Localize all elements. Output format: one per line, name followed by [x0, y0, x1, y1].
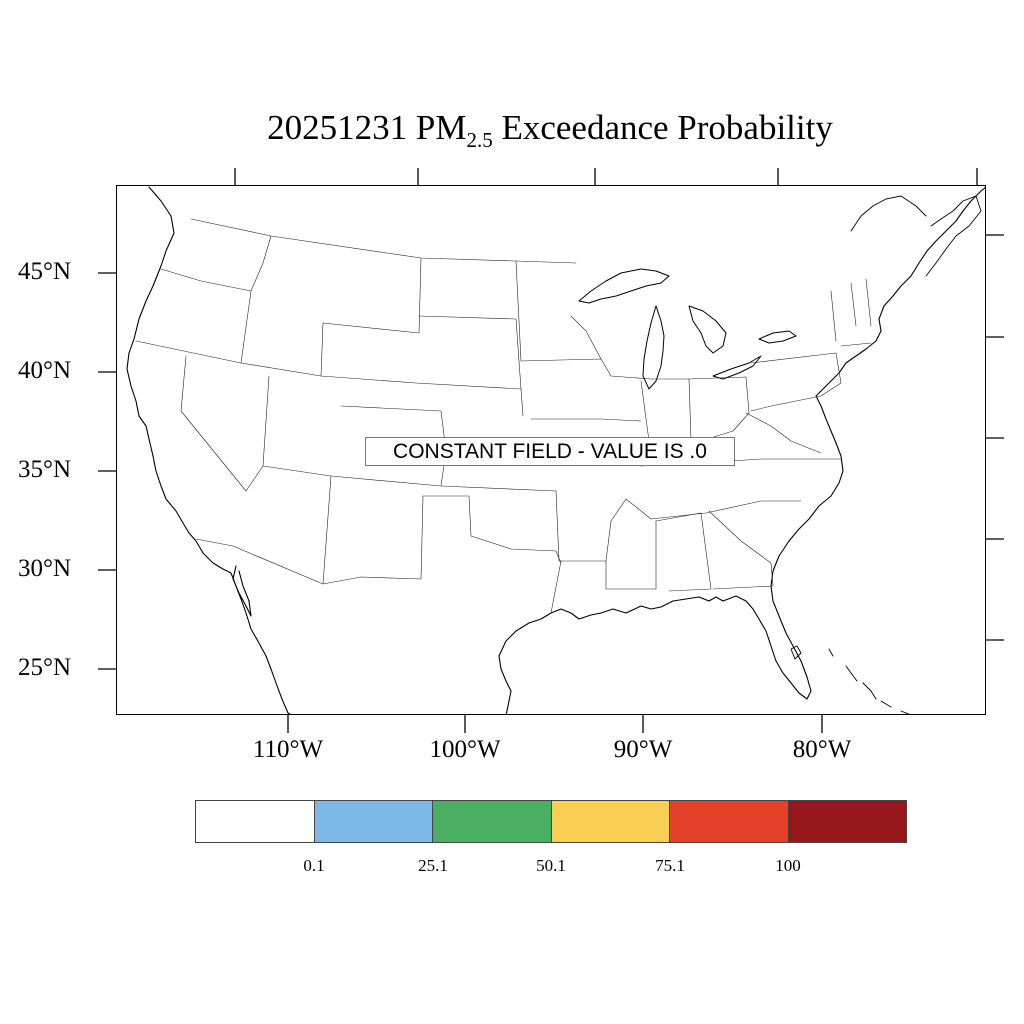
- lat-label-40n: 40°N: [18, 357, 72, 384]
- legend-label: 75.1: [655, 856, 685, 875]
- legend-label: 100: [775, 856, 801, 875]
- lake-huron: [688, 305, 727, 354]
- legend-label: 50.1: [536, 856, 566, 875]
- state-borders: [135, 218, 872, 614]
- canada-coast-east: [850, 195, 982, 277]
- constant-field-notice: CONSTANT FIELD - VALUE IS .0: [365, 437, 735, 466]
- title-subscript: 2.5: [466, 128, 493, 152]
- lake-ontario: [758, 330, 797, 344]
- legend-swatch: [196, 801, 315, 842]
- lon-label-90w: 90°W: [613, 736, 673, 763]
- us-map: [126, 186, 985, 714]
- lon-label-80w: 80°W: [792, 736, 852, 763]
- legend-swatch: [551, 801, 670, 842]
- lake-superior: [578, 268, 670, 304]
- bahamas-islands: [828, 648, 910, 714]
- lake-michigan: [642, 305, 665, 390]
- lon-label-100w: 100°W: [429, 736, 501, 763]
- title-suffix: Exceedance Probability: [501, 108, 833, 147]
- lake-erie: [712, 355, 762, 380]
- lake-okeechobee: [790, 645, 802, 660]
- color-legend: [195, 800, 907, 843]
- legend-swatch: [670, 801, 789, 842]
- legend-label: 0.1: [303, 856, 325, 875]
- lat-label-25n: 25°N: [18, 654, 72, 681]
- legend-label: 25.1: [418, 856, 448, 875]
- title-date: 20251231: [267, 108, 408, 147]
- map-title: 20251231 PM2.5 Exceedance Probability: [0, 108, 1024, 153]
- lat-label-30n: 30°N: [18, 555, 72, 582]
- legend-swatch: [788, 801, 906, 842]
- legend-swatch: [433, 801, 552, 842]
- us-outline: [126, 186, 985, 714]
- lon-label-110w: 110°W: [252, 736, 324, 763]
- legend-swatch: [314, 801, 433, 842]
- lat-label-35n: 35°N: [18, 456, 72, 483]
- title-species: PM: [415, 108, 467, 147]
- lat-label-45n: 45°N: [18, 258, 72, 285]
